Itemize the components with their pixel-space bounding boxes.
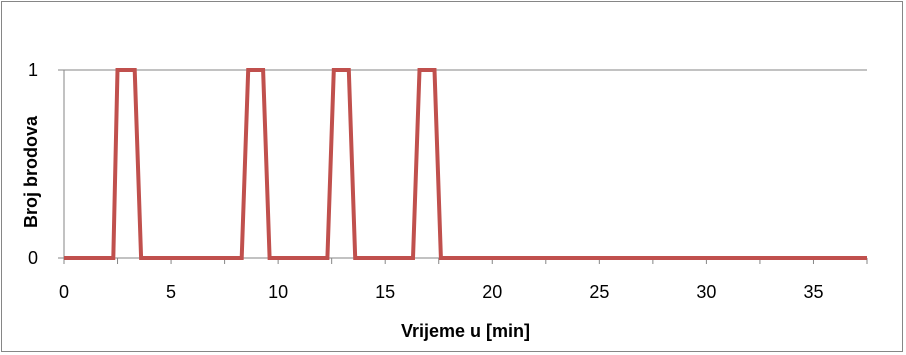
y-axis-title: Broj brodova: [21, 115, 41, 228]
y-tick-label: 1: [28, 60, 38, 80]
x-tick-label: 0: [59, 282, 69, 302]
y-axis-ticks: 01: [28, 60, 64, 268]
series-line-0: [64, 68, 867, 260]
x-axis-title: Vrijeme u [min]: [401, 321, 530, 341]
axes: [63, 70, 867, 259]
x-tick-label: 30: [696, 282, 716, 302]
x-tick-label: 5: [166, 282, 176, 302]
x-tick-label: 35: [803, 282, 823, 302]
series-group: [64, 68, 867, 260]
x-tick-label: 15: [375, 282, 395, 302]
x-tick-label: 20: [482, 282, 502, 302]
x-tick-label: 25: [589, 282, 609, 302]
y-tick-label: 0: [28, 248, 38, 268]
x-tick-label: 10: [268, 282, 288, 302]
x-axis-ticks: 0 5 10 15 20 25 30 35: [59, 258, 868, 302]
